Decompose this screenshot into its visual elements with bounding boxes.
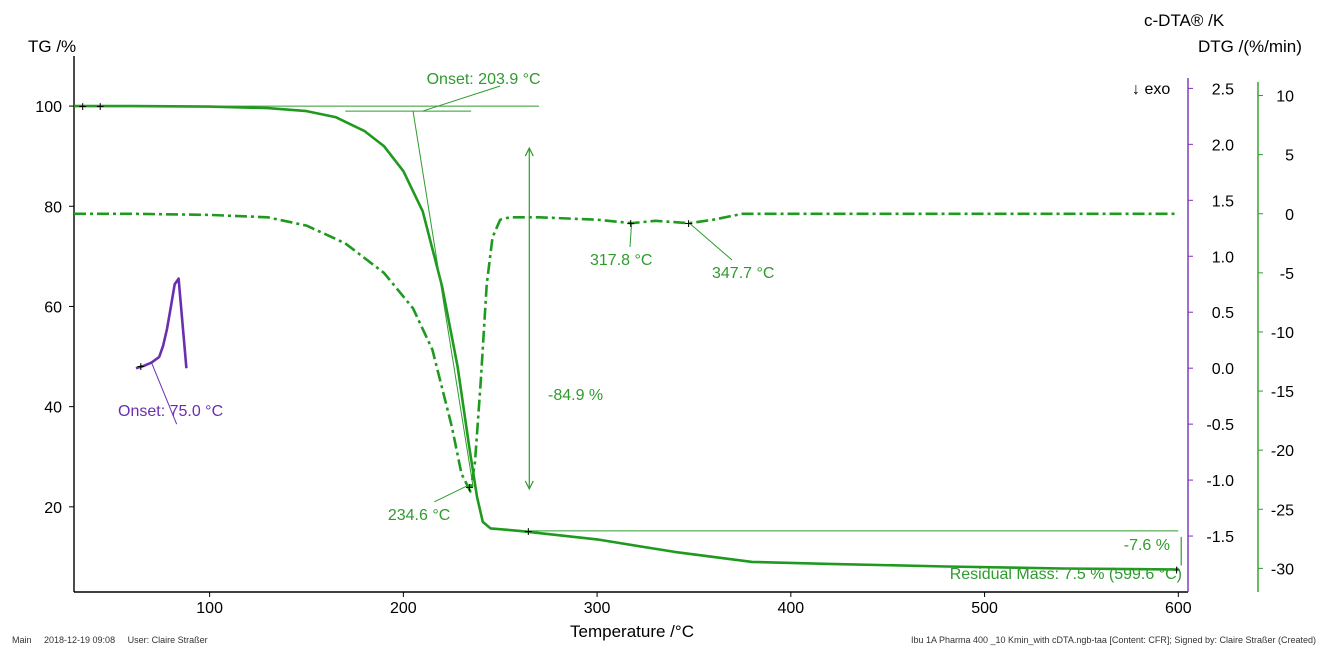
dtg-tick-label: -15 (1271, 384, 1294, 401)
dtg-series-line (74, 212, 1179, 493)
x-tick-label: 400 (777, 600, 804, 617)
dtg-tick-label: -25 (1271, 502, 1294, 519)
tg-series-line (74, 104, 1179, 571)
annotations-group: Onset: 203.9 °C 234.6 °C + +317.8 °C +347.7 … (74, 71, 1182, 583)
cdta-tick-label: 2.5 (1212, 81, 1234, 98)
tg-tick-label: 100 (35, 99, 62, 116)
series-group (74, 104, 1179, 571)
cdta-tick-label: 0.0 (1212, 361, 1234, 378)
axes-group: 100 200 300 400 500 600204060801002.52.01.51.… (35, 56, 1294, 617)
cdta-tick-label: -1.0 (1206, 473, 1234, 490)
tg-tangent-line (412, 111, 474, 487)
x-tick-label: 200 (390, 600, 417, 617)
dtg-tick-label: 5 (1285, 148, 1294, 165)
dtg-tick-label: 10 (1276, 89, 1294, 106)
cdta-tick-label: 2.0 (1212, 137, 1234, 154)
dta-onset-marker: + (137, 358, 145, 374)
cdta-tick-label: 0.5 (1212, 305, 1234, 322)
cdta-tick-label: -1.5 (1206, 529, 1234, 546)
cdta-tick-label: -0.5 (1206, 417, 1234, 434)
cdta-tick-label: 1.5 (1212, 193, 1234, 210)
mass-step-label: -84.9 % (548, 387, 603, 404)
tg-start-marker-1: + (96, 98, 104, 114)
x-tick-label: 600 (1165, 600, 1192, 617)
tg-tick-label: 40 (44, 400, 62, 417)
peak-marker: + (465, 479, 473, 495)
x-tick-label: 300 (584, 600, 611, 617)
peak1-leader (629, 223, 633, 248)
peak2-marker: + (685, 215, 693, 231)
tg-tick-label: 20 (44, 500, 62, 517)
dtg-tick-label: -30 (1271, 561, 1294, 578)
tg-start-marker-0: + (79, 98, 87, 114)
dtg-tick-label: 0 (1285, 207, 1294, 224)
footer-left: Main 2018-12-19 09:08 User: Claire Straß… (12, 635, 208, 645)
peak-leader (434, 483, 471, 503)
tg-tick-label: 80 (44, 199, 62, 216)
mass-step2-label: -7.6 % (1124, 537, 1170, 554)
mass-step-arrowhead-top (524, 146, 534, 157)
mass-step-arrowhead-bottom (524, 480, 534, 491)
residual-marker: + (1173, 561, 1181, 577)
dta-onset-leader (151, 362, 178, 425)
footer-right: Ibu 1A Pharma 400 _10 Kmin_with cDTA.ngb… (911, 635, 1316, 645)
dta-onset-label: Onset: 75.0 °C (118, 403, 223, 420)
peak1-marker: + (627, 215, 635, 231)
x-tick-label: 500 (971, 600, 998, 617)
x-axis-title: Temperature /°C (570, 622, 694, 641)
dtg-tick-label: -20 (1271, 443, 1294, 460)
x-tick-label: 100 (196, 600, 223, 617)
dtg-axis-title: DTG /(%/min) (1198, 37, 1302, 56)
cdta-tick-label: 1.0 (1212, 249, 1234, 266)
tg-axis-title: TG /% (28, 37, 76, 56)
mass-step-marker: + (524, 523, 532, 539)
onset-tg-label: Onset: 203.9 °C (427, 71, 541, 88)
cdta-series-line (135, 277, 188, 370)
peak2-leader (689, 222, 733, 261)
tg-tick-label: 60 (44, 299, 62, 316)
peak1-label: 317.8 °C (590, 252, 652, 269)
peak2-label: 347.7 °C (712, 265, 774, 282)
exo-label: ↓ exo (1132, 81, 1170, 98)
cdta-axis-title: c-DTA® /K (1144, 11, 1225, 30)
residual-label: Residual Mass: 7.5 % (599.6 °C) (950, 566, 1182, 583)
dtg-tick-label: -10 (1271, 325, 1294, 342)
dtg-tick-label: -5 (1280, 266, 1294, 283)
onset-leader (422, 85, 501, 112)
peak-dtg-label: 234.6 °C (388, 507, 450, 524)
